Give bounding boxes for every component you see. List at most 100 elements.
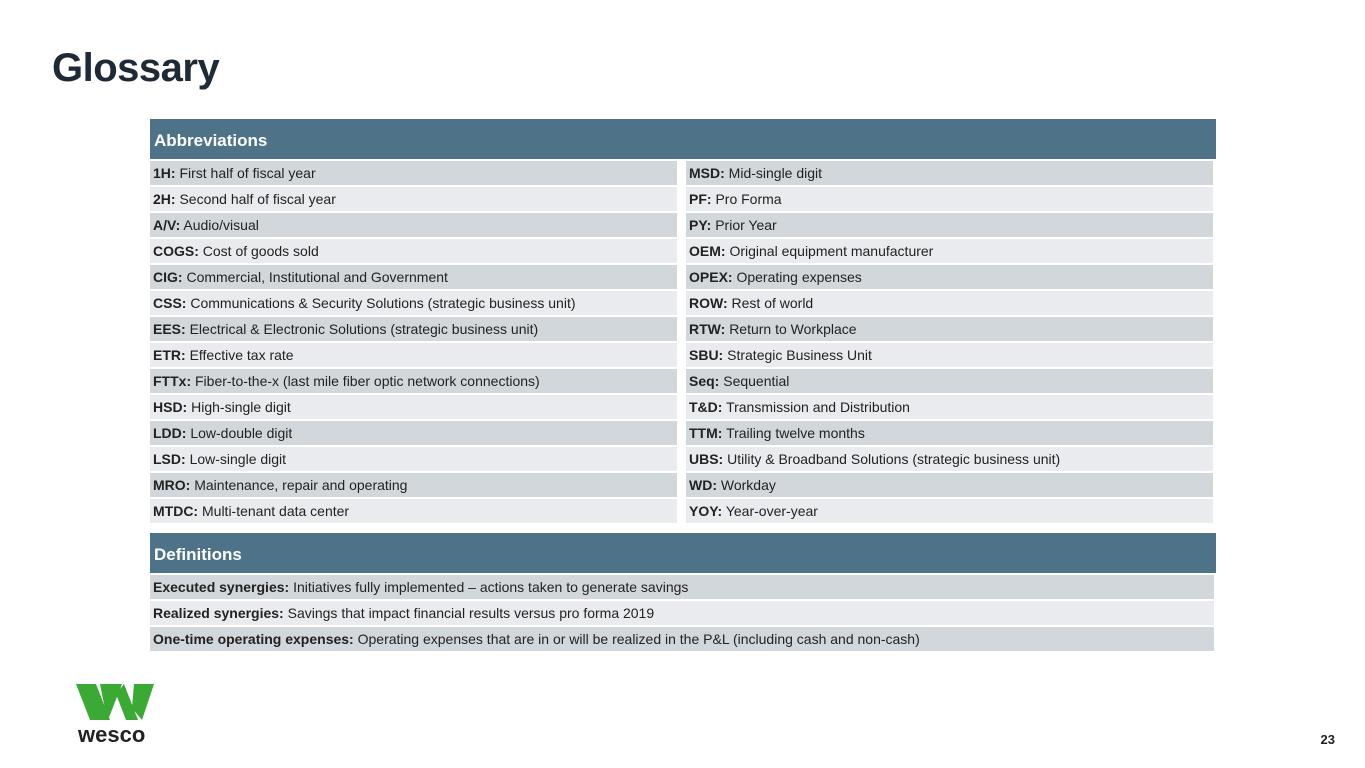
definitions-table: Executed synergies: Initiatives fully im… bbox=[150, 575, 1214, 651]
term-description: Communications & Security Solutions (str… bbox=[190, 295, 576, 311]
glossary-row: ETR: Effective tax rate bbox=[150, 343, 677, 367]
term: PF: bbox=[689, 191, 712, 207]
term-description: Low-double digit bbox=[190, 425, 293, 441]
term-description: Year-over-year bbox=[725, 503, 818, 519]
page-title: Glossary bbox=[52, 46, 220, 90]
glossary-row: CSS: Communications & Security Solutions… bbox=[150, 291, 677, 315]
term: YOY: bbox=[689, 503, 723, 519]
term-description: Fiber-to-the-x (last mile fiber optic ne… bbox=[195, 373, 540, 389]
term: FTTx: bbox=[153, 373, 192, 389]
glossary-row: PY: Prior Year bbox=[686, 213, 1213, 237]
term: Seq: bbox=[689, 373, 720, 389]
glossary-row: FTTx: Fiber-to-the-x (last mile fiber op… bbox=[150, 369, 677, 393]
glossary-row: PF: Pro Forma bbox=[686, 187, 1213, 211]
glossary-row: Realized synergies: Savings that impact … bbox=[150, 601, 1214, 625]
glossary-row: MTDC: Multi-tenant data center bbox=[150, 499, 677, 523]
term-description: Initiatives fully implemented – actions … bbox=[293, 579, 689, 595]
glossary-row: CIG: Commercial, Institutional and Gover… bbox=[150, 265, 677, 289]
glossary-row: OPEX: Operating expenses bbox=[686, 265, 1213, 289]
glossary-row: HSD: High-single digit bbox=[150, 395, 677, 419]
term: 2H: bbox=[153, 191, 176, 207]
term: CIG: bbox=[153, 269, 183, 285]
definitions-header: Definitions bbox=[150, 533, 1216, 573]
term-description: Effective tax rate bbox=[189, 347, 294, 363]
term: RTW: bbox=[689, 321, 726, 337]
term: 1H: bbox=[153, 165, 176, 181]
term: Executed synergies: bbox=[153, 579, 290, 595]
term-description: Electrical & Electronic Solutions (strat… bbox=[189, 321, 539, 337]
glossary-row: MRO: Maintenance, repair and operating bbox=[150, 473, 677, 497]
term: PY: bbox=[689, 217, 712, 233]
term-description: Rest of world bbox=[731, 295, 814, 311]
term: COGS: bbox=[153, 243, 199, 259]
glossary-row: COGS: Cost of goods sold bbox=[150, 239, 677, 263]
term: One-time operating expenses: bbox=[153, 631, 354, 647]
term-description: Audio/visual bbox=[183, 217, 259, 233]
glossary-row: EES: Electrical & Electronic Solutions (… bbox=[150, 317, 677, 341]
logo-wordmark: wesco bbox=[78, 722, 146, 747]
term-description: Savings that impact financial results ve… bbox=[287, 605, 655, 621]
term: OPEX: bbox=[689, 269, 733, 285]
term: EES: bbox=[153, 321, 186, 337]
term: LDD: bbox=[153, 425, 187, 441]
glossary-row: LDD: Low-double digit bbox=[150, 421, 677, 445]
term-description: Mid-single digit bbox=[728, 165, 823, 181]
term-description: Strategic Business Unit bbox=[727, 347, 872, 363]
term-description: Commercial, Institutional and Government bbox=[186, 269, 448, 285]
glossary-row: ROW: Rest of world bbox=[686, 291, 1213, 315]
glossary-row: UBS: Utility & Broadband Solutions (stra… bbox=[686, 447, 1213, 471]
term-description: Utility & Broadband Solutions (strategic… bbox=[727, 451, 1061, 467]
term: TTM: bbox=[689, 425, 723, 441]
term-description: Operating expenses that are in or will b… bbox=[357, 631, 920, 647]
glossary-row: LSD: Low-single digit bbox=[150, 447, 677, 471]
term: OEM: bbox=[689, 243, 726, 259]
term-description: Sequential bbox=[723, 373, 790, 389]
term-description: Return to Workplace bbox=[729, 321, 857, 337]
glossary-row: Executed synergies: Initiatives fully im… bbox=[150, 575, 1214, 599]
wesco-logo-icon bbox=[76, 684, 154, 720]
term: Realized synergies: bbox=[153, 605, 284, 621]
term: ETR: bbox=[153, 347, 186, 363]
page-number: 23 bbox=[1320, 732, 1335, 747]
term: ROW: bbox=[689, 295, 728, 311]
glossary-row: Seq: Sequential bbox=[686, 369, 1213, 393]
term: WD: bbox=[689, 477, 717, 493]
glossary-row: OEM: Original equipment manufacturer bbox=[686, 239, 1213, 263]
term: SBU: bbox=[689, 347, 724, 363]
term: MRO: bbox=[153, 477, 191, 493]
term-description: Cost of goods sold bbox=[202, 243, 319, 259]
glossary-row: T&D: Transmission and Distribution bbox=[686, 395, 1213, 419]
glossary-row: A/V: Audio/visual bbox=[150, 213, 677, 237]
term-description: First half of fiscal year bbox=[179, 165, 316, 181]
term-description: Original equipment manufacturer bbox=[729, 243, 934, 259]
glossary-row: One-time operating expenses: Operating e… bbox=[150, 627, 1214, 651]
glossary-row: 1H: First half of fiscal year bbox=[150, 161, 677, 185]
term: CSS: bbox=[153, 295, 187, 311]
term: UBS: bbox=[689, 451, 724, 467]
glossary-row: TTM: Trailing twelve months bbox=[686, 421, 1213, 445]
glossary-row: RTW: Return to Workplace bbox=[686, 317, 1213, 341]
term: A/V: bbox=[153, 217, 181, 233]
term-description: Transmission and Distribution bbox=[726, 399, 910, 415]
term-description: Trailing twelve months bbox=[726, 425, 865, 441]
term: LSD: bbox=[153, 451, 186, 467]
term-description: Second half of fiscal year bbox=[179, 191, 336, 207]
term: MSD: bbox=[689, 165, 725, 181]
glossary-row: YOY: Year-over-year bbox=[686, 499, 1213, 523]
term: HSD: bbox=[153, 399, 188, 415]
term-description: Low-single digit bbox=[189, 451, 287, 467]
term-description: Pro Forma bbox=[715, 191, 782, 207]
term-description: High-single digit bbox=[191, 399, 291, 415]
glossary-row: WD: Workday bbox=[686, 473, 1213, 497]
term-description: Maintenance, repair and operating bbox=[194, 477, 408, 493]
glossary-row: SBU: Strategic Business Unit bbox=[686, 343, 1213, 367]
term-description: Operating expenses bbox=[736, 269, 862, 285]
term: T&D: bbox=[689, 399, 723, 415]
term: MTDC: bbox=[153, 503, 199, 519]
term-description: Prior Year bbox=[715, 217, 777, 233]
glossary-row: MSD: Mid-single digit bbox=[686, 161, 1213, 185]
term-description: Workday bbox=[720, 477, 776, 493]
abbreviations-header: Abbreviations bbox=[150, 119, 1216, 159]
abbreviations-table: 1H: First half of fiscal year MSD: Mid-si… bbox=[150, 161, 1214, 523]
term-description: Multi-tenant data center bbox=[202, 503, 350, 519]
